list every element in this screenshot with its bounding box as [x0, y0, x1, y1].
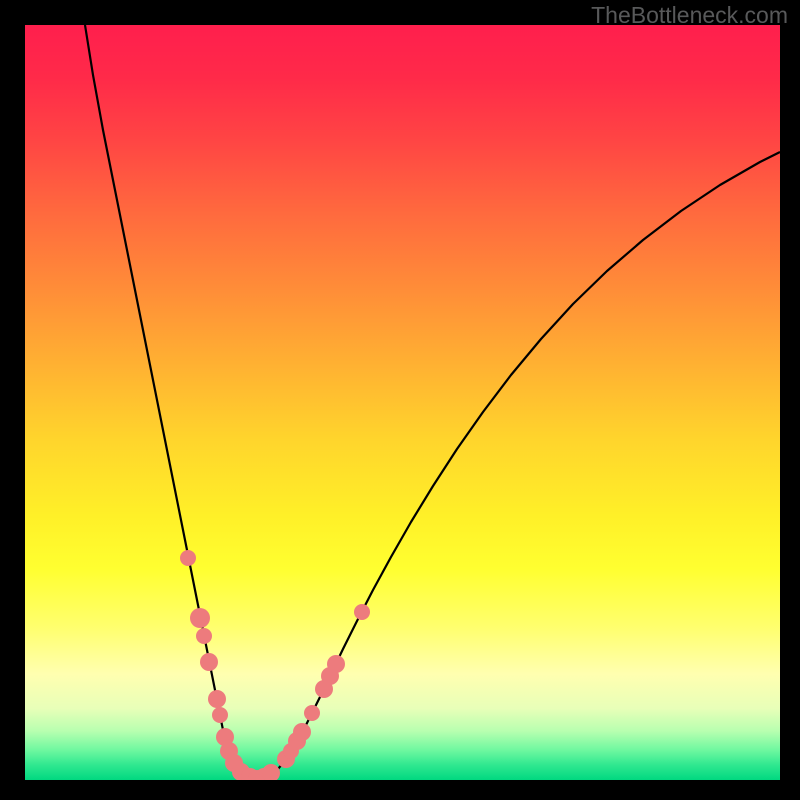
watermark-text: TheBottleneck.com [591, 2, 788, 29]
frame-left [0, 0, 25, 800]
bottleneck-plot [25, 25, 780, 780]
frame-bottom [0, 780, 800, 800]
gradient-background [25, 25, 780, 780]
frame-right [780, 0, 800, 800]
